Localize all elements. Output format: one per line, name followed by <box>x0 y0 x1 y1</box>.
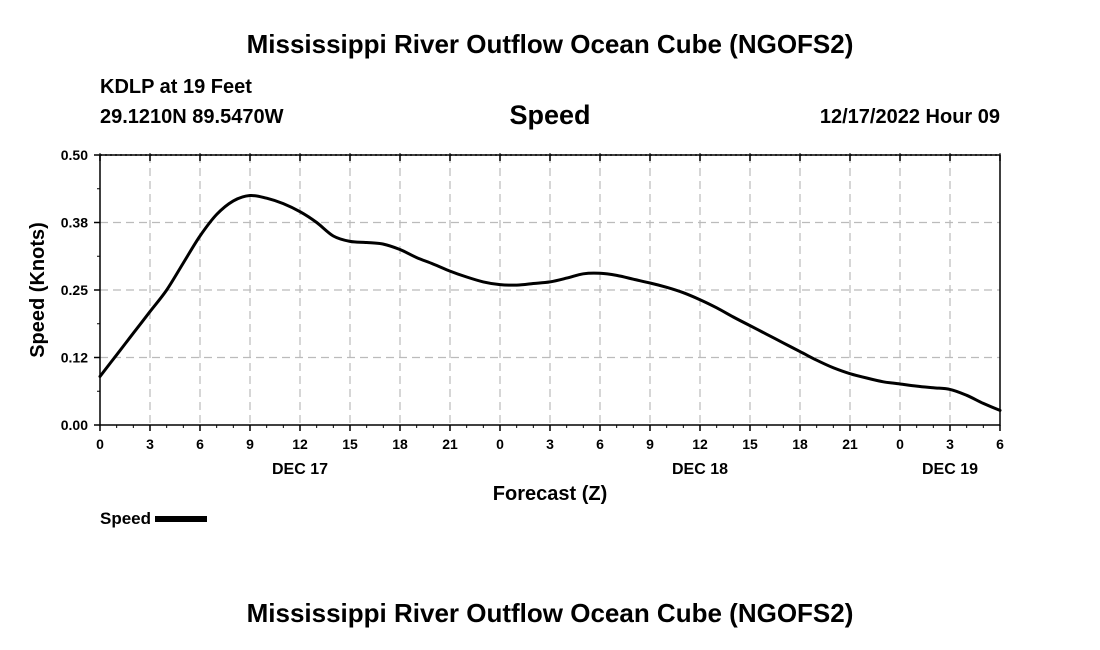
variable-title: Speed <box>509 100 591 130</box>
chart-legend: Speed <box>100 509 208 529</box>
y-tick-label: 0.12 <box>61 350 88 366</box>
x-tick-label: 21 <box>442 436 458 452</box>
x-tick-label: 15 <box>342 436 358 452</box>
x-tick-label: 6 <box>196 436 204 452</box>
station-label: KDLP at 19 Feet <box>100 76 252 98</box>
legend-entry-speed: Speed <box>100 509 152 528</box>
y-tick-label: 0.00 <box>61 417 88 433</box>
x-tick-label: 15 <box>742 436 758 452</box>
x-tick-label: 0 <box>496 436 504 452</box>
y-tick-label: 0.50 <box>61 147 88 163</box>
x-tick-label: 12 <box>292 436 308 452</box>
forecast-datetime: 12/17/2022 Hour 09 <box>819 106 1000 128</box>
x-tick-label: 0 <box>96 436 104 452</box>
x-tick-label: 6 <box>596 436 604 452</box>
x-tick-label: 3 <box>946 436 954 452</box>
chart-grid <box>100 154 1000 425</box>
x-tick-label: 0 <box>896 436 904 452</box>
legend-swatch-speed <box>155 516 208 522</box>
x-tick-label: 12 <box>692 436 708 452</box>
page-title-bottom: Mississippi River Outflow Ocean Cube (NG… <box>246 598 854 628</box>
x-tick-label: 18 <box>392 436 408 452</box>
axis-labels: 0.00 0.12 0.25 0.38 0.50 0 3 6 9 12 15 18 21 0 3 6 9 12 15… <box>61 147 1004 478</box>
x-tick-label: 9 <box>646 436 654 452</box>
x-tick-label: 18 <box>792 436 808 452</box>
x-tick-label: 21 <box>842 436 858 452</box>
x-tick-label: 3 <box>546 436 554 452</box>
axis-ticks <box>94 153 1001 431</box>
x-tick-label: 3 <box>146 436 154 452</box>
x-tick-label: 9 <box>246 436 254 452</box>
x-axis-title: Forecast (Z) <box>493 483 607 505</box>
y-tick-label: 0.38 <box>61 215 88 231</box>
x-day-label: DEC 19 <box>922 461 978 478</box>
x-day-label: DEC 18 <box>672 461 728 478</box>
page-title: Mississippi River Outflow Ocean Cube (NG… <box>246 29 854 59</box>
x-day-label: DEC 17 <box>272 461 328 478</box>
x-tick-label: 6 <box>996 436 1004 452</box>
y-tick-label: 0.25 <box>61 282 88 298</box>
station-coordinates: 29.1210N 89.5470W <box>100 106 284 128</box>
y-axis-title: Speed (Knots) <box>27 222 49 358</box>
series-line-speed <box>98 193 1002 412</box>
